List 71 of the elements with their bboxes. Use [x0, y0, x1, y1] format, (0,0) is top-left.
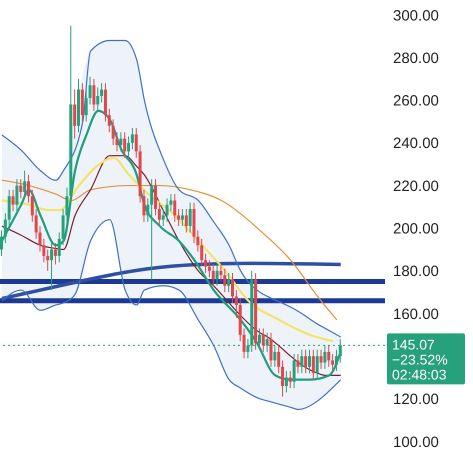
line-series: [0, 156, 334, 342]
candlestick: [327, 345, 330, 368]
line-series: [0, 262, 342, 300]
candlestick: [242, 328, 246, 359]
candlestick: [204, 253, 208, 274]
candlestick: [154, 178, 157, 216]
candlestick: [231, 272, 234, 304]
candlestick: [208, 260, 211, 278]
candlestick: [296, 354, 300, 374]
ref-line-label: 145.07: [392, 336, 436, 352]
candlestick: [150, 178, 154, 280]
candlestick: [219, 264, 222, 282]
y-tick-label: 220.00: [393, 178, 439, 195]
candlestick: [308, 349, 311, 374]
candlestick: [116, 132, 118, 152]
candlestick: [304, 349, 308, 374]
candlestick: [127, 136, 130, 158]
y-tick-label: 120.00: [393, 391, 439, 408]
candlestick: [169, 194, 172, 212]
candlestick: [123, 132, 126, 158]
candlestick: [54, 242, 57, 265]
line-series: [1, 219, 342, 410]
y-tick-label: 300.00: [393, 7, 439, 24]
candlestick: [258, 328, 261, 350]
y-tick-label: 160.00: [393, 306, 439, 323]
line-series: [1, 40, 342, 338]
candlestick: [320, 349, 323, 370]
candlestick: [84, 89, 88, 122]
candlestick: [180, 208, 184, 227]
candlestick: [166, 198, 169, 222]
candlestick: [212, 264, 215, 286]
candlestick: [92, 78, 96, 112]
y-tick-label: 200.00: [393, 220, 439, 238]
candlestick: [173, 194, 176, 222]
line-series: [1, 180, 338, 321]
candlestick: [23, 170, 26, 199]
candlestick: [130, 127, 134, 150]
candlestick: [288, 370, 292, 389]
y-tick-label: 260.00: [393, 92, 439, 110]
candlestick: [158, 202, 161, 227]
candlestick: [142, 189, 146, 222]
candlestick: [223, 268, 226, 293]
candlestick: [262, 328, 265, 352]
line-series: [1, 155, 342, 376]
candlestick: [227, 272, 230, 293]
candlestick: [119, 132, 122, 152]
candlestick: [281, 360, 284, 398]
candlestick: [50, 242, 54, 291]
y-tick-label: 280.00: [393, 50, 439, 67]
y-tick-label: 240.00: [393, 135, 439, 152]
candlestick: [19, 178, 22, 199]
candlestick: [12, 189, 15, 212]
y-tick-label: 100.00: [393, 434, 439, 450]
text: −23.52%: [392, 351, 448, 368]
candlestick: [216, 264, 219, 286]
candlestick: [184, 208, 188, 233]
text: 02:48:03: [392, 366, 447, 382]
candlestick: [334, 349, 338, 372]
candlestick: [277, 345, 280, 374]
candlestick: [38, 226, 42, 252]
candlestick: [312, 349, 315, 380]
candlestick: [270, 332, 272, 368]
y-tick-label: 180.00: [393, 263, 439, 280]
candlestick: [15, 178, 18, 212]
candlestick: [88, 76, 92, 105]
candlestick: [65, 187, 68, 222]
candlestick: [162, 208, 165, 227]
candlestick: [188, 202, 192, 233]
candlestick: [300, 349, 304, 374]
candlestick: [26, 174, 30, 204]
candlestick: [73, 89, 76, 140]
